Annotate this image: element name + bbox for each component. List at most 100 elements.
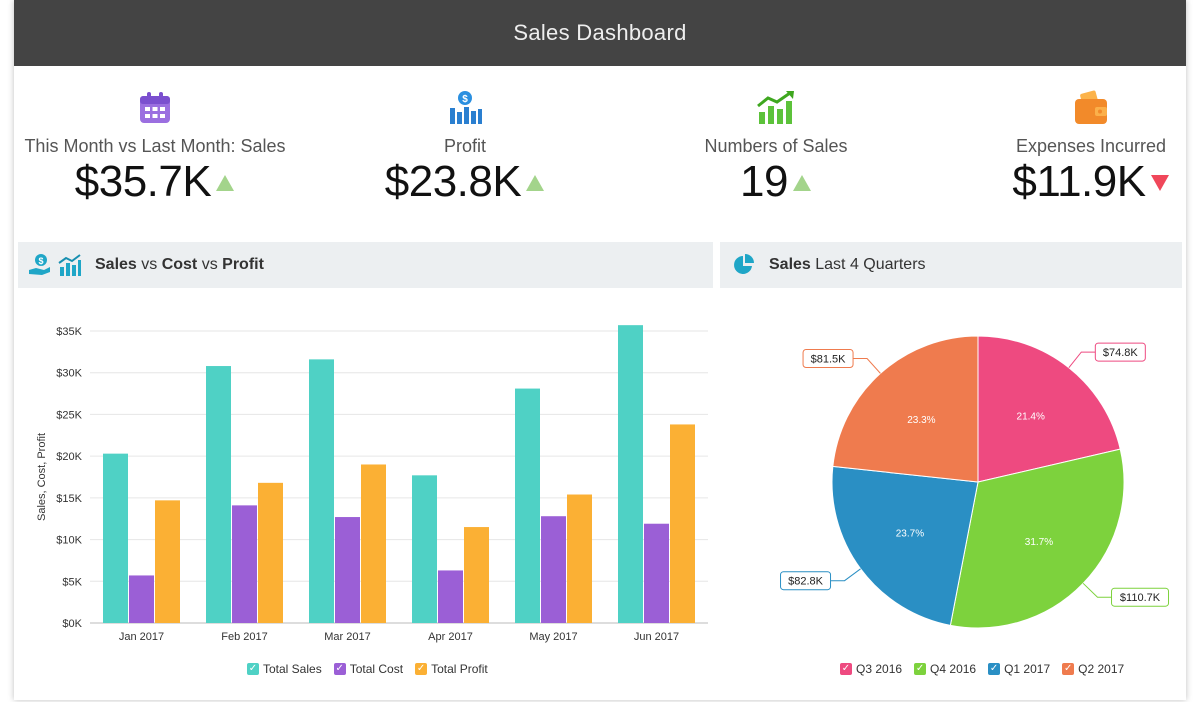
check-icon: ✓ — [914, 663, 927, 675]
y-axis-label: Sales, Cost, Profit — [36, 433, 48, 521]
pie-value-label: $74.8K — [1103, 347, 1139, 359]
pie-percent-label: 21.4% — [1017, 412, 1045, 423]
bar-total-profit[interactable] — [670, 424, 695, 623]
bar-total-cost[interactable] — [644, 523, 669, 623]
x-tick-label: Feb 2017 — [221, 631, 267, 643]
y-tick-label: $20K — [56, 451, 82, 463]
bar-total-cost[interactable] — [335, 517, 360, 623]
check-icon: ✓ — [1062, 663, 1075, 675]
trend-up-icon — [792, 174, 812, 197]
trend-up-icon — [525, 174, 545, 197]
pie-panel-header: Sales Last 4 Quarters — [720, 242, 1182, 288]
legend-item-q4-2016[interactable]: ✓ Q4 2016 — [914, 662, 976, 676]
svg-text:$: $ — [462, 94, 468, 105]
growth-chart-icon — [631, 88, 921, 128]
pie-percent-label: 23.3% — [907, 415, 935, 426]
bar-total-profit[interactable] — [155, 500, 180, 623]
callout-line — [830, 568, 861, 582]
bar-total-cost[interactable] — [129, 575, 154, 623]
callout-box — [780, 571, 832, 591]
pie-value-label: $82.8K — [788, 576, 824, 588]
bar-total-sales[interactable] — [515, 388, 540, 623]
bar-total-cost[interactable] — [232, 505, 257, 623]
callout-box — [1111, 587, 1170, 607]
pie-slice-q2-2017[interactable] — [832, 335, 979, 483]
x-tick-label: Jun 2017 — [634, 631, 679, 643]
kpi-value: 19 — [740, 157, 788, 206]
bar-total-profit[interactable] — [464, 527, 489, 623]
bar-total-profit[interactable] — [361, 464, 386, 623]
pie-value-label: $81.5K — [811, 354, 847, 366]
bar-chart-legend: ✓ Total Sales ✓ Total Cost ✓ Total Profi… — [247, 662, 500, 676]
trend-up-icon — [215, 174, 235, 197]
kpi-label: This Month vs Last Month: Sales — [24, 136, 286, 156]
bar-total-sales[interactable] — [103, 453, 128, 623]
bar-panel-title: Sales vs Cost vs Profit — [95, 256, 264, 273]
bar-panel-header: $ Sales vs Cost vs Profit — [18, 242, 713, 288]
callout-line — [1068, 351, 1096, 369]
legend-label: Total Profit — [431, 662, 488, 676]
pie-percent-label: 23.7% — [896, 528, 924, 539]
pie-slice-q4-2016[interactable] — [949, 448, 1125, 629]
calendar-icon — [10, 88, 300, 128]
bar-total-cost[interactable] — [438, 570, 463, 623]
legend-item-q3-2016[interactable]: ✓ Q3 2016 — [840, 662, 902, 676]
callout-line — [853, 358, 881, 374]
kpi-value: $23.8K — [384, 157, 522, 206]
legend-label: Total Cost — [349, 662, 404, 676]
x-tick-label: Mar 2017 — [324, 631, 370, 643]
legend-item-total-sales[interactable]: ✓ Total Sales — [247, 662, 322, 676]
y-tick-label: $35K — [56, 326, 82, 338]
pie-slice-q3-2016[interactable] — [977, 335, 1121, 483]
check-icon: ✓ — [415, 663, 428, 675]
bar-total-profit[interactable] — [258, 482, 283, 623]
kpi-profit: $ Profit $23.8K — [320, 88, 610, 207]
kpi-expenses: Expenses Incurred $11.9K — [946, 88, 1200, 207]
bar-total-profit[interactable] — [567, 494, 592, 623]
kpi-value: $11.9K — [1012, 157, 1146, 206]
sales-cost-profit-bar-chart: $0K $5K $10K $15K $20K $25K $30K $35K Sales, Cos… — [36, 325, 708, 643]
bar-total-sales[interactable] — [309, 359, 334, 623]
kpi-label: Profit — [443, 136, 486, 156]
y-tick-label: $0K — [62, 618, 82, 630]
check-icon: ✓ — [988, 663, 1001, 675]
legend-label: Q4 2016 — [930, 662, 977, 676]
callout-line — [1082, 582, 1112, 598]
callout-box — [1094, 342, 1146, 362]
pie-value-label: $110.7K — [1120, 592, 1161, 604]
sales-quarters-pie-chart: 21.4% $74.8K 31.7% $110.7K 23.7% $82.8K 23.3% $… — [780, 335, 1170, 629]
y-tick-label: $5K — [62, 576, 82, 588]
kpi-value: $35.7K — [74, 157, 212, 206]
kpi-label: Numbers of Sales — [704, 136, 848, 156]
legend-label: Total Sales — [263, 662, 322, 676]
bar-total-sales[interactable] — [618, 325, 643, 623]
growth-chart-icon — [58, 253, 82, 277]
kpi-sales: This Month vs Last Month: Sales $35.7K — [10, 88, 300, 207]
y-tick-label: $10K — [56, 535, 82, 547]
x-tick-label: Jan 2017 — [119, 631, 164, 643]
y-tick-label: $15K — [56, 493, 82, 505]
legend-label: Q1 2017 — [1004, 662, 1051, 676]
svg-text:$: $ — [38, 256, 43, 266]
bar-total-sales[interactable] — [206, 366, 231, 623]
money-hand-icon: $ — [28, 253, 52, 277]
check-icon: ✓ — [333, 663, 346, 675]
legend-item-total-profit[interactable]: ✓ Total Profit — [415, 662, 488, 676]
legend-label: Q3 2016 — [856, 662, 903, 676]
legend-item-q1-2017[interactable]: ✓ Q1 2017 — [988, 662, 1050, 676]
legend-item-total-cost[interactable]: ✓ Total Cost — [333, 662, 404, 676]
bar-total-sales[interactable] — [412, 475, 437, 623]
kpi-label: Expenses Incurred — [1015, 136, 1167, 156]
check-icon: ✓ — [840, 663, 852, 675]
x-tick-label: Apr 2017 — [428, 631, 473, 643]
callout-box — [802, 349, 854, 369]
wallet-icon — [946, 88, 1200, 128]
trend-down-icon — [1150, 174, 1170, 197]
dashboard-header: Sales Dashboard — [14, 0, 1186, 66]
bar-total-cost[interactable] — [541, 516, 566, 623]
page-title: Sales Dashboard — [513, 20, 687, 45]
pie-chart-legend: ✓ Q3 2016 ✓ Q4 2016 ✓ Q1 2017 ✓ Q2 2017 — [840, 662, 1136, 676]
pie-percent-label: 31.7% — [1025, 537, 1053, 548]
kpi-number-of-sales: Numbers of Sales 19 — [631, 88, 921, 207]
legend-item-q2-2017[interactable]: ✓ Q2 2017 — [1062, 662, 1124, 676]
